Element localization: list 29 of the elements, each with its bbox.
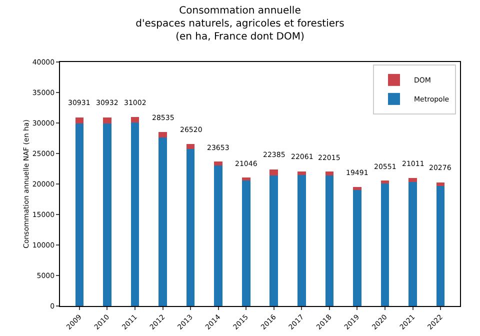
bar bbox=[380, 184, 390, 306]
bar bbox=[408, 178, 417, 182]
bar bbox=[214, 162, 222, 166]
bar bbox=[158, 137, 167, 306]
bar bbox=[325, 175, 334, 306]
bar bbox=[186, 149, 195, 306]
chart-title: Consommation annuelle d'espaces naturels, agricoles et forestiers (en ha, France dont DOM) bbox=[136, 5, 344, 42]
bar bbox=[408, 182, 417, 306]
bar bbox=[130, 116, 140, 122]
bar bbox=[436, 186, 445, 306]
bar bbox=[270, 169, 278, 176]
bar bbox=[298, 175, 306, 306]
bar bbox=[75, 123, 84, 306]
bar bbox=[436, 182, 445, 186]
bar bbox=[380, 180, 390, 184]
bar bbox=[158, 132, 167, 138]
bar bbox=[325, 172, 334, 176]
bar bbox=[75, 117, 84, 124]
bar bbox=[130, 122, 140, 306]
bar bbox=[270, 176, 278, 306]
bar bbox=[214, 165, 222, 306]
bar bbox=[353, 190, 362, 306]
bar bbox=[103, 117, 112, 124]
bar bbox=[103, 123, 112, 306]
bar bbox=[298, 171, 306, 176]
bar bbox=[353, 187, 362, 190]
bar bbox=[186, 144, 195, 150]
bar bbox=[242, 178, 250, 181]
bar bbox=[242, 180, 250, 306]
